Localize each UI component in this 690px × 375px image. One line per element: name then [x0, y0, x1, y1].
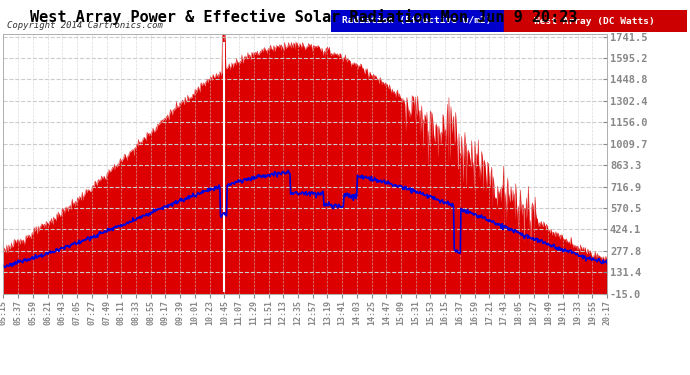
Text: Radiation (Effective w/m2): Radiation (Effective w/m2)	[342, 16, 492, 26]
Bar	[331, 10, 504, 32]
Bar	[504, 10, 687, 32]
Text: West Array Power & Effective Solar Radiation Mon Jun 9 20:23: West Array Power & Effective Solar Radia…	[30, 9, 578, 26]
Text: Copyright 2014 Cartronics.com: Copyright 2014 Cartronics.com	[7, 21, 163, 30]
Text: West Array (DC Watts): West Array (DC Watts)	[535, 16, 656, 26]
